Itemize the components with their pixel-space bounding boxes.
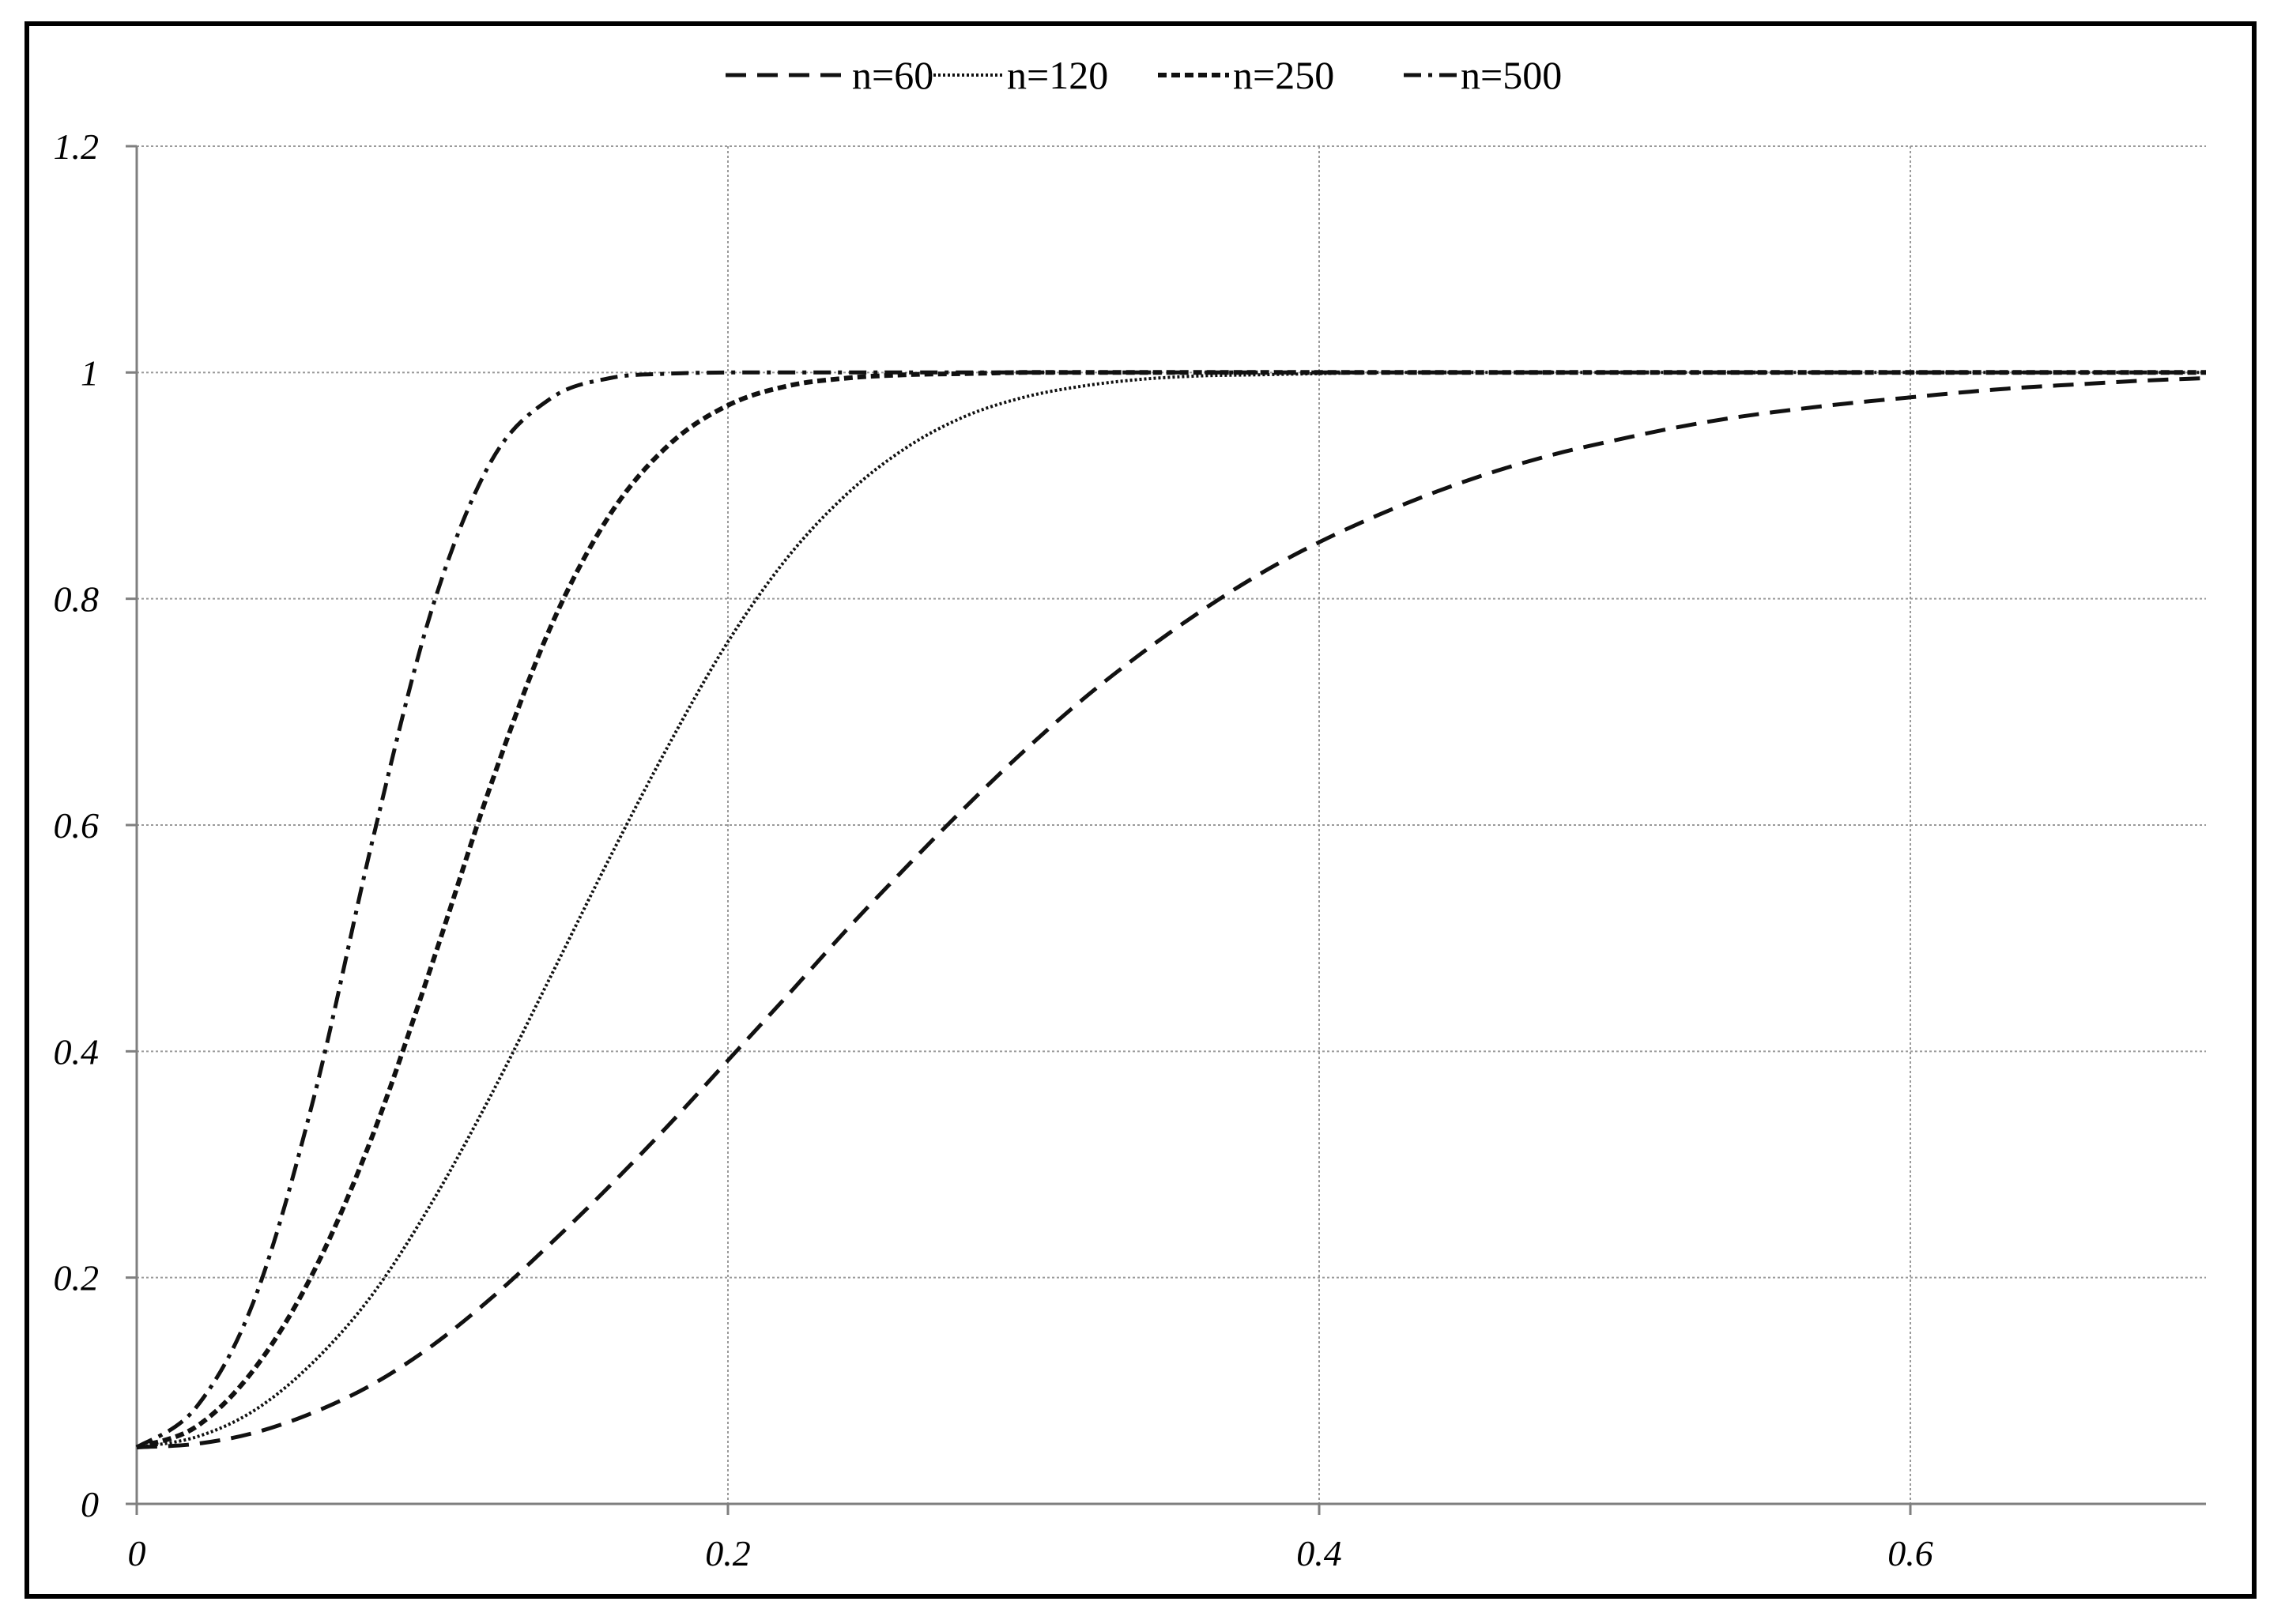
legend-label: n=250 [1233, 53, 1334, 97]
legend-item: n=500 [1404, 53, 1562, 97]
legend-label: n=500 [1461, 53, 1562, 97]
x-tick-label: 0.2 [705, 1533, 751, 1573]
y-tick-label: 0.4 [54, 1031, 100, 1072]
y-tick-labels: 0 0.2 0.4 0.6 0.8 1 1.2 [54, 126, 100, 1524]
y-tick-label: 0 [81, 1484, 99, 1524]
legend: n=60 n=120 n=250 n=500 [726, 53, 1562, 97]
x-tick-label: 0.6 [1887, 1533, 1933, 1573]
y-tick-label: 0.6 [54, 805, 100, 846]
series-lines [135, 370, 2207, 1450]
axes [126, 145, 2206, 1515]
legend-label: n=60 [852, 53, 933, 97]
series-line-n-500 [135, 370, 2206, 1449]
y-tick-label: 0.2 [54, 1258, 100, 1298]
legend-item: n=250 [1158, 53, 1334, 97]
x-tick-labels: 0 0.2 0.4 0.6 [128, 1533, 1933, 1573]
x-tick-label: 0 [128, 1533, 146, 1573]
legend-item: n=120 [929, 53, 1108, 97]
legend-label: n=120 [1007, 53, 1108, 97]
y-tick-label: 1 [81, 352, 99, 393]
y-tick-label: 1.2 [54, 126, 100, 167]
y-tick-label: 0.8 [54, 579, 100, 620]
series-line-n-60 [136, 376, 2207, 1449]
chart-border [25, 21, 2257, 1599]
x-tick-label: 0.4 [1296, 1533, 1342, 1573]
legend-item: n=60 [726, 53, 933, 97]
